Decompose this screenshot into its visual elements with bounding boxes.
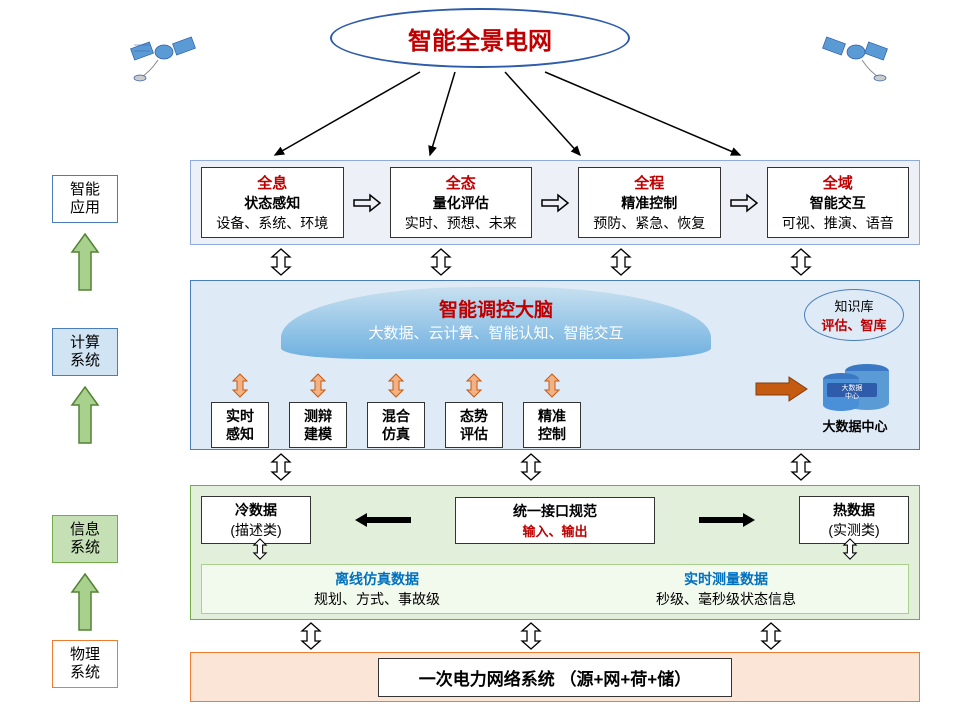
up-arrow-icon bbox=[70, 232, 100, 292]
knowledge-cloud: 知识库 评估、智库 bbox=[804, 289, 904, 341]
hot-data-box: 热数据(实测类) bbox=[799, 496, 909, 544]
svg-text:大数据: 大数据 bbox=[842, 383, 863, 392]
physical-box: 一次电力网络系统 （源+网+荷+储） bbox=[378, 658, 733, 697]
sidebar-box-app: 智能 应用 bbox=[52, 175, 118, 223]
right-arrow-icon bbox=[352, 193, 382, 213]
double-arrow-icon bbox=[270, 453, 292, 481]
sidebar-box-physical: 物理 系统 bbox=[52, 640, 118, 688]
layer-physical: 一次电力网络系统 （源+网+荷+储） bbox=[190, 652, 920, 702]
box-holostate: 全态量化评估实时、预想、未来 bbox=[390, 167, 533, 238]
cold-data-box: 冷数据(描述类) bbox=[201, 496, 311, 544]
double-arrow-icon bbox=[520, 622, 542, 650]
box-process: 全程精准控制预防、紧急、恢复 bbox=[578, 167, 721, 238]
brain-col: 精准 控制 bbox=[523, 373, 581, 448]
realtime-data-box: 实时测量数据秒级、毫秒级状态信息 bbox=[656, 569, 796, 609]
l3-bottom-row: 离线仿真数据规划、方式、事故级 实时测量数据秒级、毫秒级状态信息 bbox=[201, 564, 909, 614]
layer-application: 全息状态感知设备、系统、环境 全态量化评估实时、预想、未来 全程精准控制预防、紧… bbox=[190, 160, 920, 245]
double-arrow-icon bbox=[790, 248, 812, 276]
red-right-arrow-icon bbox=[754, 376, 809, 402]
offline-data-box: 离线仿真数据规划、方式、事故级 bbox=[314, 569, 440, 609]
brain-cloud: 智能调控大脑 大数据、云计算、智能认知、智能交互 bbox=[281, 287, 711, 359]
double-arrow-icon bbox=[790, 453, 812, 481]
satellite-right-icon bbox=[820, 30, 890, 85]
right-arrow-icon bbox=[729, 193, 759, 213]
up-arrow-icon bbox=[70, 385, 100, 445]
layer-compute: 智能调控大脑 大数据、云计算、智能认知、智能交互 知识库 评估、智库 实时 感知… bbox=[190, 280, 920, 450]
right-arrow-icon bbox=[697, 512, 757, 528]
svg-text:中心: 中心 bbox=[845, 391, 859, 400]
double-arrow-icon bbox=[841, 538, 859, 560]
brain-col: 混合 仿真 bbox=[367, 373, 425, 448]
brain-col: 测辩 建模 bbox=[289, 373, 347, 448]
sidebar-box-info: 信息 系统 bbox=[52, 515, 118, 563]
double-arrow-icon bbox=[760, 622, 782, 650]
left-arrow-icon bbox=[353, 512, 413, 528]
up-arrow-icon bbox=[70, 572, 100, 632]
sidebar-box-compute: 计算 系统 bbox=[52, 328, 118, 376]
double-arrow-icon bbox=[270, 248, 292, 276]
brain-col: 实时 感知 bbox=[211, 373, 269, 448]
double-arrow-icon bbox=[430, 248, 452, 276]
double-arrow-icon bbox=[251, 538, 269, 560]
brain-row: 实时 感知 测辩 建模 混合 仿真 态势 评估 精准 控制 bbox=[211, 373, 581, 448]
right-arrow-icon bbox=[540, 193, 570, 213]
database-icon: 大数据中心 大数据中心 bbox=[819, 359, 891, 435]
double-arrow-icon bbox=[610, 248, 632, 276]
box-domain: 全域智能交互可视、推演、语音 bbox=[767, 167, 910, 238]
title-arrows bbox=[180, 50, 780, 165]
interface-box: 统一接口规范输入、输出 bbox=[455, 497, 655, 544]
double-arrow-icon bbox=[300, 622, 322, 650]
brain-col: 态势 评估 bbox=[445, 373, 503, 448]
double-arrow-icon bbox=[520, 453, 542, 481]
box-holographic: 全息状态感知设备、系统、环境 bbox=[201, 167, 344, 238]
layer-info: 冷数据(描述类) 统一接口规范输入、输出 热数据(实测类) 离线仿真数据规划、方… bbox=[190, 485, 920, 620]
sidebar: 智能 应用 计算 系统 信息 系统 物理 系统 bbox=[52, 160, 120, 700]
